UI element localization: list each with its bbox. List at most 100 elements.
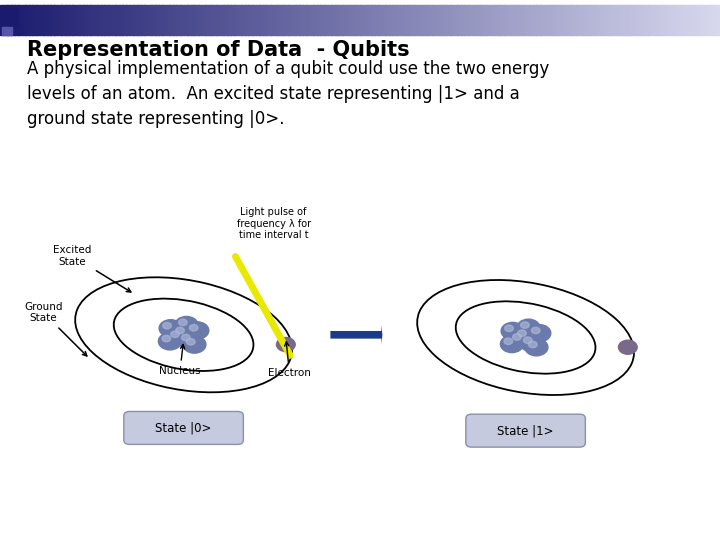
Bar	[115, 5, 120, 35]
Bar	[256, 5, 260, 35]
Bar	[342, 5, 346, 35]
Bar	[234, 5, 238, 35]
Bar	[130, 5, 134, 35]
Bar	[508, 5, 512, 35]
Circle shape	[501, 322, 524, 340]
Bar	[227, 5, 231, 35]
Bar	[302, 5, 307, 35]
Bar	[648, 5, 652, 35]
Bar	[40, 5, 44, 35]
Bar	[688, 5, 692, 35]
Bar	[569, 5, 573, 35]
Circle shape	[158, 333, 181, 350]
Text: Electron: Electron	[268, 342, 311, 378]
Bar	[616, 5, 620, 35]
Bar	[410, 5, 415, 35]
Bar	[450, 5, 454, 35]
Bar	[349, 5, 354, 35]
Bar	[202, 5, 206, 35]
Bar	[439, 5, 444, 35]
Bar	[155, 5, 159, 35]
Bar	[436, 5, 440, 35]
Bar	[626, 5, 631, 35]
Circle shape	[172, 325, 195, 342]
Bar	[464, 5, 469, 35]
Bar	[320, 5, 325, 35]
Bar	[641, 5, 645, 35]
Bar	[572, 5, 577, 35]
Circle shape	[618, 340, 637, 354]
Circle shape	[520, 334, 543, 352]
Bar	[108, 5, 112, 35]
Bar	[529, 5, 534, 35]
Bar	[558, 5, 562, 35]
Bar	[598, 5, 602, 35]
Bar	[515, 5, 519, 35]
Circle shape	[521, 322, 529, 328]
Bar	[292, 5, 296, 35]
Bar	[659, 5, 663, 35]
Bar	[299, 5, 303, 35]
Bar	[144, 5, 148, 35]
Bar	[414, 5, 418, 35]
Bar	[583, 5, 588, 35]
Bar	[662, 5, 667, 35]
Bar	[54, 5, 58, 35]
Circle shape	[171, 331, 179, 338]
Bar	[594, 5, 598, 35]
Bar	[493, 5, 498, 35]
Circle shape	[276, 338, 295, 352]
Bar	[148, 5, 152, 35]
Bar	[133, 5, 138, 35]
Bar	[11, 5, 15, 35]
Bar	[540, 5, 544, 35]
Bar	[504, 5, 508, 35]
Circle shape	[514, 327, 537, 345]
Text: Nucleus: Nucleus	[159, 345, 201, 376]
Bar	[497, 5, 501, 35]
Bar	[490, 5, 494, 35]
Bar	[158, 5, 163, 35]
Bar	[94, 5, 98, 35]
Bar	[533, 5, 537, 35]
Bar	[580, 5, 584, 35]
Circle shape	[181, 334, 190, 341]
Bar	[259, 5, 264, 35]
Bar	[587, 5, 591, 35]
Bar	[367, 5, 372, 35]
Bar	[407, 5, 411, 35]
Bar	[212, 5, 217, 35]
Bar	[14, 5, 19, 35]
Circle shape	[167, 328, 190, 346]
Bar	[385, 5, 390, 35]
Bar	[191, 5, 195, 35]
Bar	[140, 5, 145, 35]
Bar	[266, 5, 271, 35]
Bar	[432, 5, 436, 35]
Circle shape	[518, 330, 526, 336]
Circle shape	[178, 332, 201, 349]
Bar	[698, 5, 703, 35]
Bar	[547, 5, 552, 35]
Circle shape	[183, 336, 206, 353]
Text: Representation of Data  - Qubits: Representation of Data - Qubits	[27, 40, 410, 60]
Bar	[281, 5, 285, 35]
Circle shape	[179, 319, 187, 326]
Circle shape	[163, 322, 171, 329]
Circle shape	[186, 339, 195, 345]
Bar	[551, 5, 555, 35]
Bar	[180, 5, 184, 35]
Bar	[295, 5, 300, 35]
Bar	[382, 5, 386, 35]
Bar	[83, 5, 87, 35]
Bar	[317, 5, 321, 35]
Bar	[112, 5, 116, 35]
Bar	[25, 5, 30, 35]
Bar	[274, 5, 278, 35]
Bar	[241, 5, 246, 35]
Bar	[680, 5, 685, 35]
Bar	[68, 5, 73, 35]
Bar	[655, 5, 660, 35]
Bar	[713, 5, 717, 35]
Bar	[61, 5, 66, 35]
